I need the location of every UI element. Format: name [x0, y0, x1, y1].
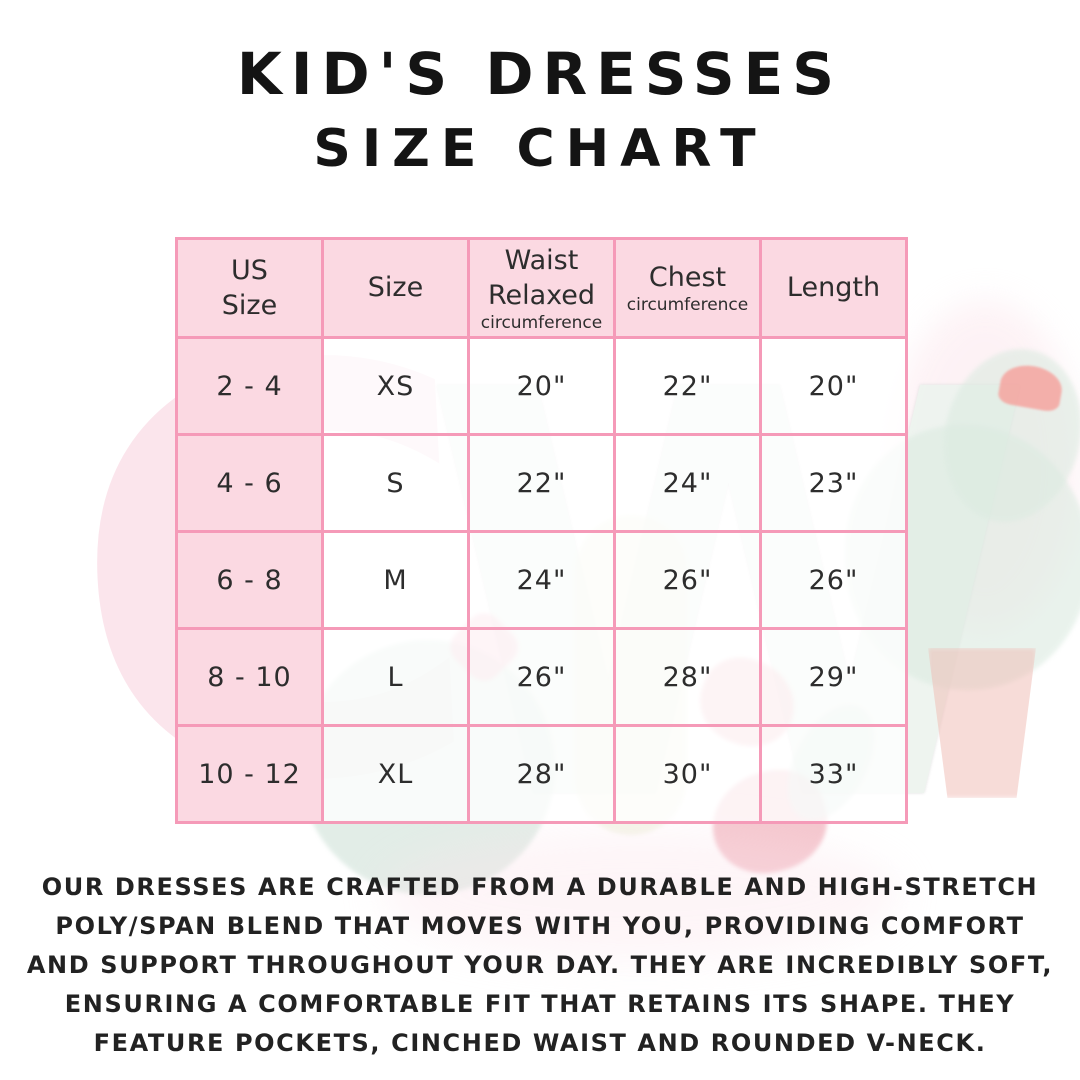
cell-length: 20" — [759, 336, 908, 436]
description-line: ENSURING A COMFORTABLE FIT THAT RETAINS … — [64, 990, 1016, 1018]
cell-size: S — [321, 433, 470, 533]
table-header-row: US Size Size Waist Relaxed circumference… — [175, 237, 908, 339]
header-line: Waist — [504, 244, 579, 276]
plant-pot-watermark — [928, 648, 1036, 798]
header-chest: Chest circumference — [613, 237, 762, 339]
cell-length: 26" — [759, 530, 908, 630]
cell-waist: 28" — [467, 724, 616, 824]
page-title-line2: SIZE CHART — [313, 118, 767, 179]
title-block: KID'S DRESSES SIZE CHART — [0, 0, 1080, 180]
product-description: OUR DRESSES ARE CRAFTED FROM A DURABLE A… — [0, 868, 1080, 1063]
table-row: 6 - 8 M 24" 26" 26" — [175, 530, 908, 630]
table-row: 4 - 6 S 22" 24" 23" — [175, 433, 908, 533]
cell-length: 33" — [759, 724, 908, 824]
cell-size: XS — [321, 336, 470, 436]
header-line: Length — [786, 272, 881, 304]
cell-chest: 24" — [613, 433, 762, 533]
header-us-size: US Size — [175, 237, 324, 339]
cell-waist: 24" — [467, 530, 616, 630]
cell-us-size: 10 - 12 — [175, 724, 324, 824]
description-line: POLY/SPAN BLEND THAT MOVES WITH YOU, PRO… — [55, 912, 1025, 940]
page-title-line1: KID'S DRESSES — [236, 40, 844, 108]
cell-waist: 20" — [467, 336, 616, 436]
cell-length: 29" — [759, 627, 908, 727]
header-line: Relaxed — [487, 279, 596, 311]
cell-chest: 30" — [613, 724, 762, 824]
header-subline: circumference — [626, 295, 749, 316]
table-row: 8 - 10 L 26" 28" 29" — [175, 627, 908, 727]
cell-length: 23" — [759, 433, 908, 533]
header-line: US — [231, 254, 268, 286]
header-length: Length — [759, 237, 908, 339]
description-line: FEATURE POCKETS, CINCHED WAIST AND ROUND… — [93, 1029, 987, 1057]
cell-us-size: 4 - 6 — [175, 433, 324, 533]
description-line: OUR DRESSES ARE CRAFTED FROM A DURABLE A… — [41, 873, 1039, 901]
header-line: Chest — [648, 262, 727, 294]
cell-size: L — [321, 627, 470, 727]
cell-chest: 26" — [613, 530, 762, 630]
cell-chest: 22" — [613, 336, 762, 436]
cell-chest: 28" — [613, 627, 762, 727]
cell-size: M — [321, 530, 470, 630]
header-subline: circumference — [480, 312, 603, 333]
cell-waist: 26" — [467, 627, 616, 727]
cell-size: XL — [321, 724, 470, 824]
cell-us-size: 6 - 8 — [175, 530, 324, 630]
description-line: AND SUPPORT THROUGHOUT YOUR DAY. THEY AR… — [26, 951, 1054, 979]
size-chart-table: US Size Size Waist Relaxed circumference… — [175, 237, 908, 824]
header-size: Size — [321, 237, 470, 339]
cell-us-size: 2 - 4 — [175, 336, 324, 436]
cell-us-size: 8 - 10 — [175, 627, 324, 727]
header-waist: Waist Relaxed circumference — [467, 237, 616, 339]
header-line: Size — [221, 290, 278, 321]
header-line: Size — [367, 272, 424, 304]
table-row: 2 - 4 XS 20" 22" 20" — [175, 336, 908, 436]
cell-waist: 22" — [467, 433, 616, 533]
pink-wash-watermark — [380, 830, 900, 960]
table-row: 10 - 12 XL 28" 30" 33" — [175, 724, 908, 824]
